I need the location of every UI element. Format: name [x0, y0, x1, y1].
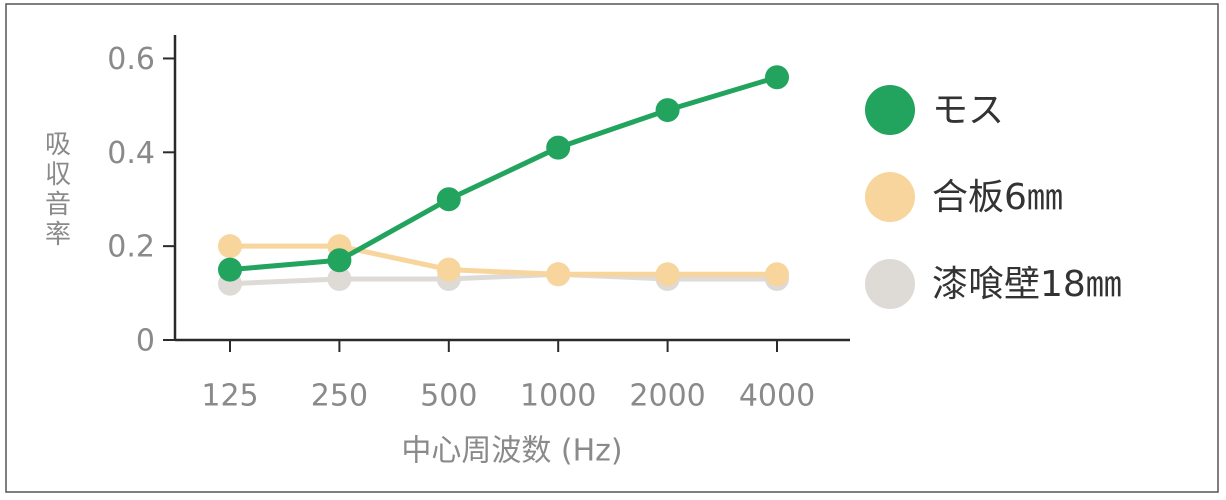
x-tick-label: 500: [420, 379, 477, 414]
data-point: [436, 257, 461, 282]
data-point: [765, 262, 789, 287]
data-point: [327, 248, 352, 273]
data-point: [546, 135, 571, 160]
x-axis-label: 中心周波数 (Hz): [401, 434, 622, 469]
series-line: [230, 243, 777, 277]
legend-marker: [865, 172, 915, 222]
legend-label: 合板6㎜: [932, 177, 1063, 218]
frame: [5, 3, 1219, 493]
legend-label: 漆喰壁18㎜: [932, 264, 1122, 305]
data-point: [218, 234, 242, 259]
data-point: [765, 65, 789, 90]
y-tick-label: 0.6: [107, 42, 155, 77]
data-point: [655, 262, 680, 287]
x-tick-label: 1000: [520, 379, 596, 414]
y-tick-label: 0.4: [107, 136, 155, 171]
y-axis-label: 吸収音率: [41, 130, 71, 250]
legend-marker: [865, 85, 915, 135]
data-point: [218, 257, 242, 282]
y-tick-label: 0: [136, 324, 155, 359]
data-point: [546, 262, 571, 287]
data-point: [327, 267, 352, 291]
series-line: [229, 271, 777, 287]
legend-marker: [865, 259, 915, 309]
x-tick-label: 125: [201, 379, 258, 414]
x-tick-label: 250: [311, 379, 368, 414]
series-line: [229, 74, 778, 273]
data-point: [655, 98, 680, 123]
legend-label: モス: [932, 90, 1004, 131]
x-tick-label: 4000: [739, 379, 815, 414]
x-tick-label: 2000: [629, 379, 705, 414]
data-point: [436, 187, 461, 212]
y-tick-label: 0.2: [107, 230, 155, 265]
